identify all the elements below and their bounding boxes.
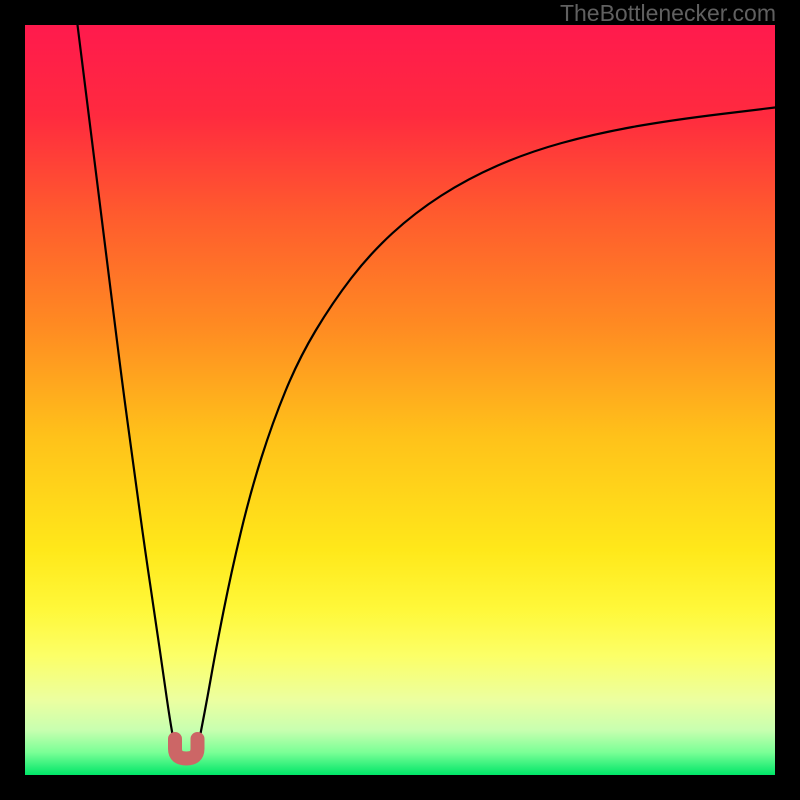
- plot-area: [25, 25, 775, 775]
- watermark-text: TheBottlenecker.com: [560, 0, 776, 27]
- gradient-background: [25, 25, 775, 775]
- figure-container: TheBottlenecker.com: [0, 0, 800, 800]
- chart-svg: [25, 25, 775, 775]
